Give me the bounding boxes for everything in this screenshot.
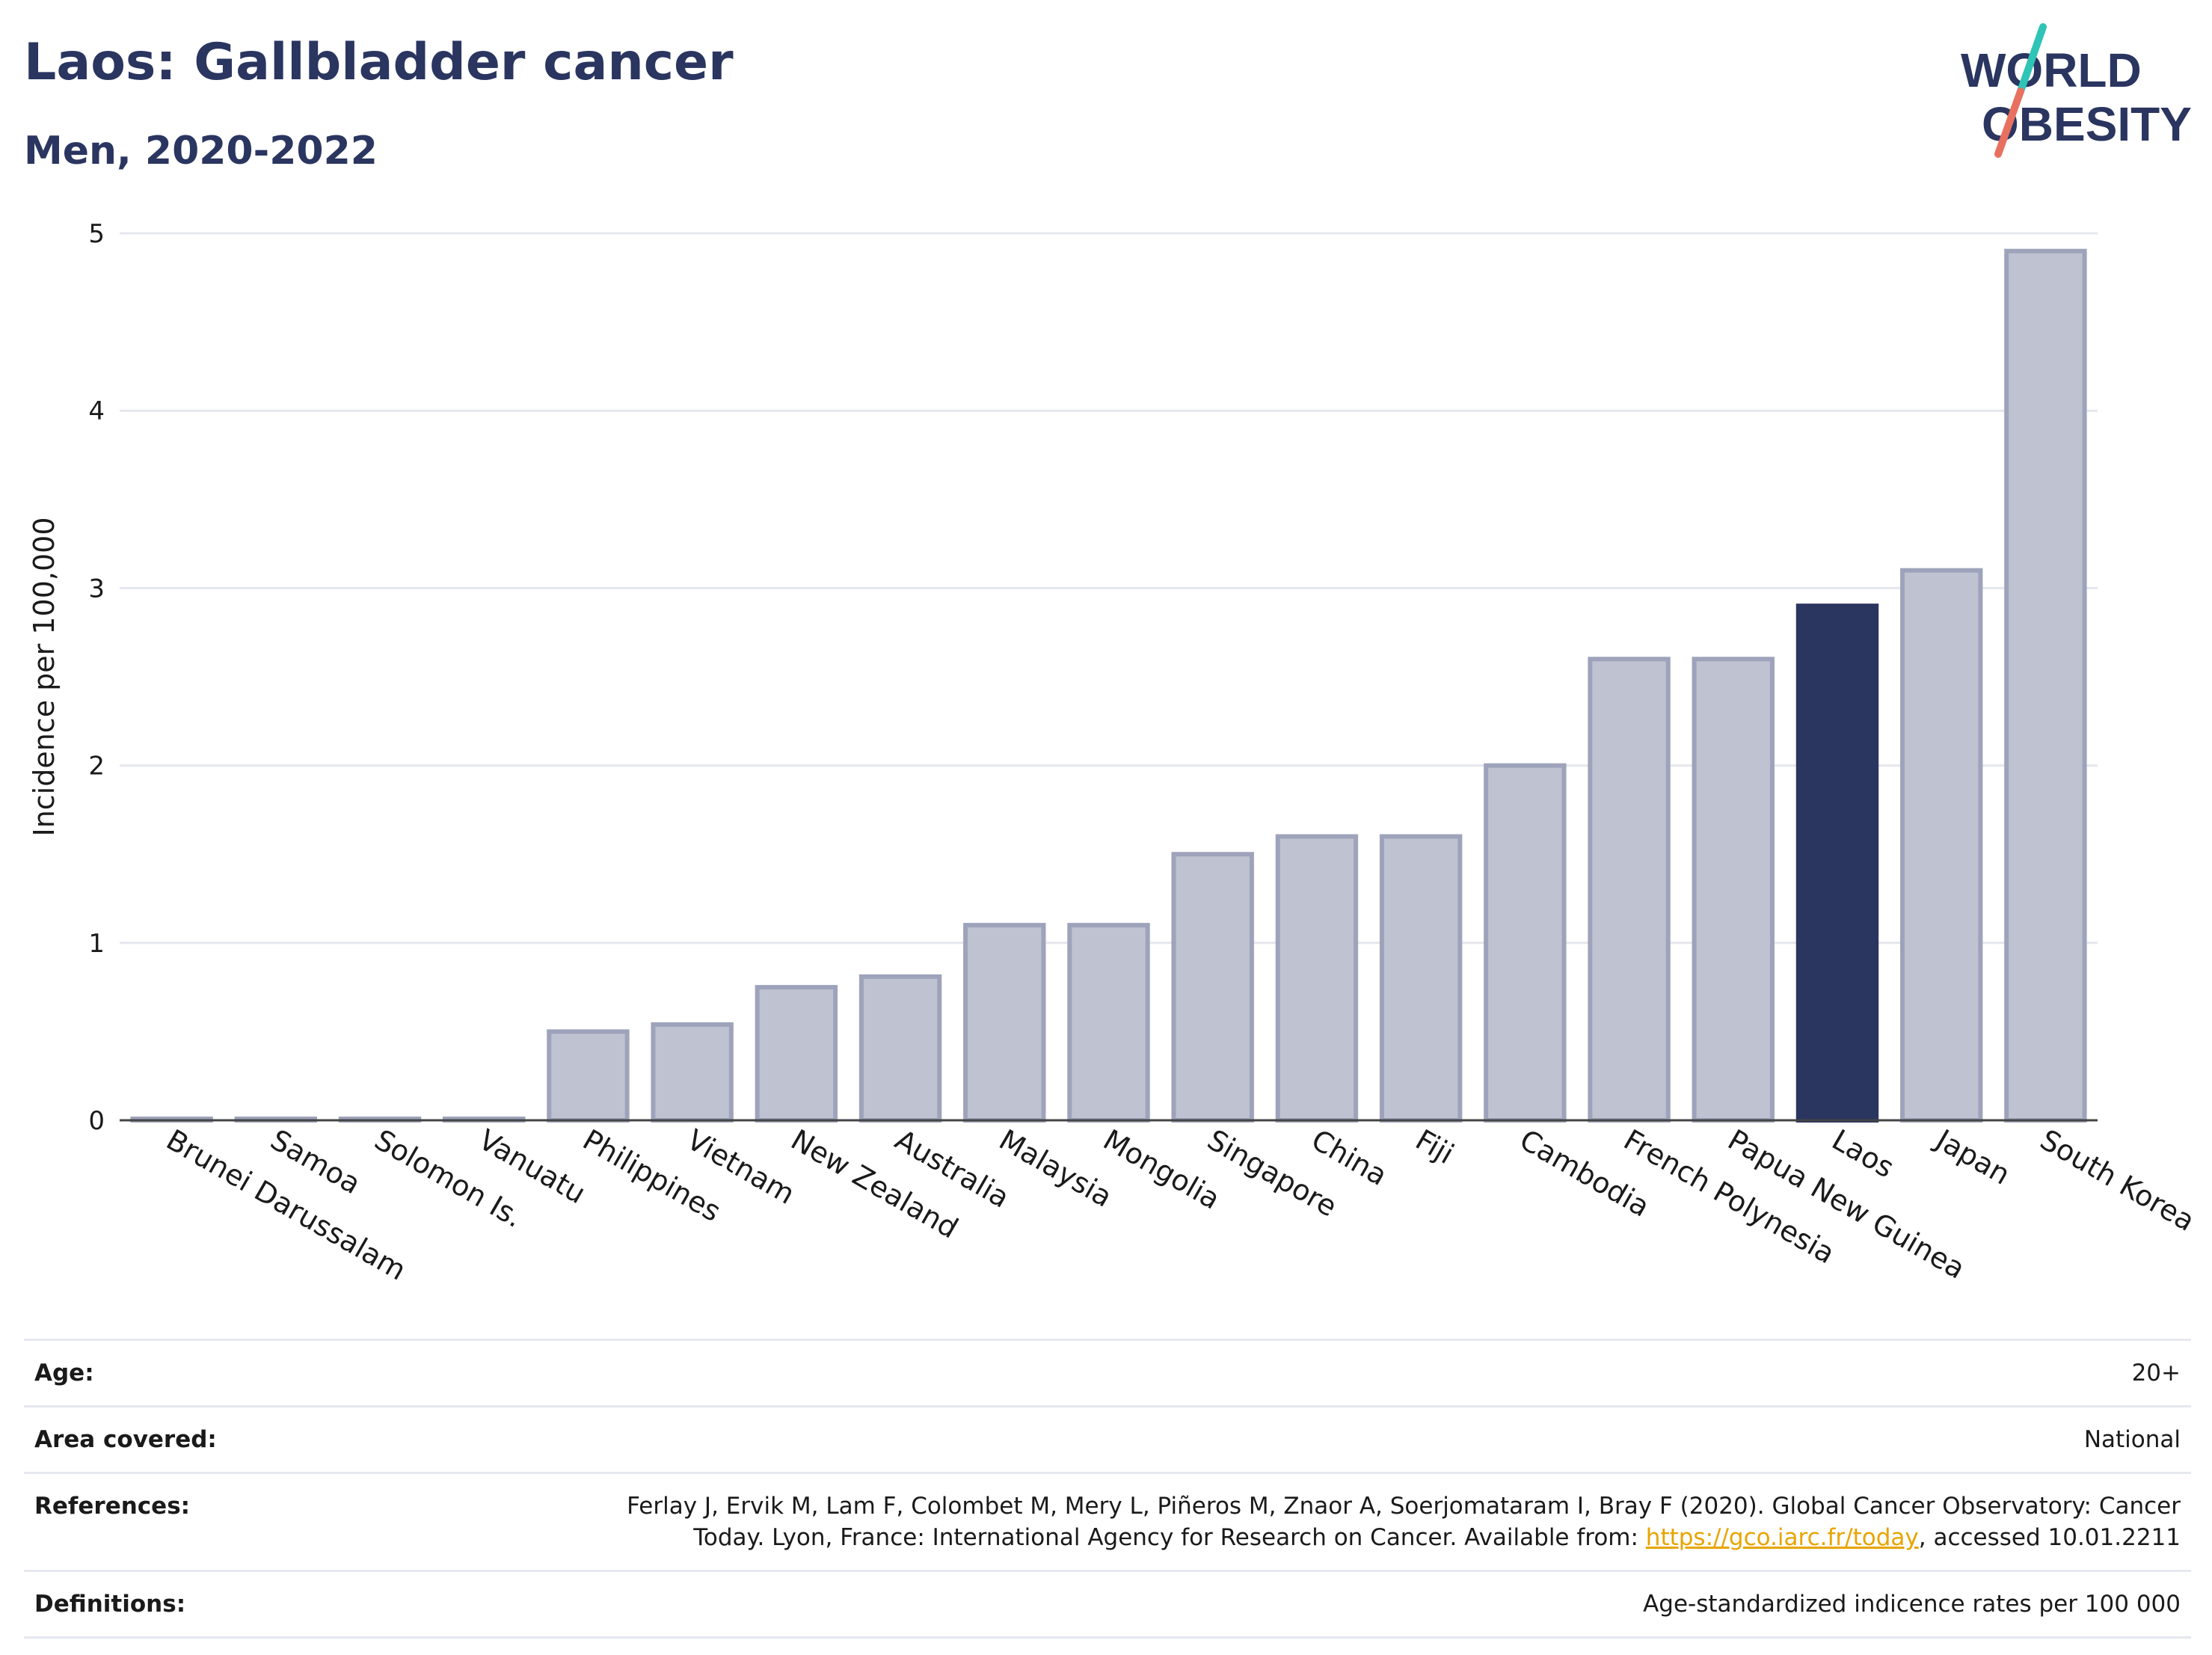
- world-obesity-logo: WORLD OBESITY: [1961, 23, 2192, 158]
- definitions-value: Age-standardized indicence rates per 100…: [1643, 1591, 2181, 1618]
- bars: [130, 248, 2087, 1123]
- bar-singapore: [1171, 852, 1254, 1123]
- y-axis-ticks: 0 1 2 3 4 5: [88, 219, 105, 1136]
- y-tick-label: 3: [88, 574, 105, 604]
- chart-title: Laos: Gallbladder cancer: [24, 33, 734, 92]
- bar-fiji: [1379, 834, 1463, 1123]
- references-accessed: , accessed 10.01.2211: [1918, 1524, 2181, 1551]
- x-tick-label: Malaysia: [994, 1123, 1118, 1214]
- x-tick-label: Laos: [1826, 1123, 1899, 1185]
- area-label: Area covered:: [34, 1426, 217, 1453]
- info-row-area: Area covered: National: [24, 1405, 2191, 1472]
- bar-cambodia: [1484, 763, 1567, 1123]
- x-tick-label: Mongolia: [1098, 1123, 1226, 1216]
- references-link[interactable]: https://gco.iarc.fr/today: [1645, 1524, 1919, 1551]
- bar-new-zealand: [755, 985, 838, 1123]
- age-label: Age:: [34, 1360, 94, 1387]
- bar-japan: [1899, 568, 1983, 1123]
- y-axis-title: Incidence per 100,000: [28, 517, 61, 836]
- y-tick-label: 2: [88, 752, 105, 782]
- bar-malaysia: [963, 923, 1046, 1123]
- info-table: Age: 20+ Area covered: National Referenc…: [24, 1339, 2191, 1639]
- age-value: 20+: [2131, 1360, 2181, 1387]
- y-tick-label: 0: [88, 1106, 105, 1136]
- x-tick-label: Japan: [1929, 1123, 2016, 1191]
- references-value: Ferlay J, Ervik M, Lam F, Colombet M, Me…: [627, 1490, 2181, 1553]
- references-text-line1: Ferlay J, Ervik M, Lam F, Colombet M, Me…: [627, 1493, 2181, 1520]
- logo-word-world: WORLD: [1961, 43, 2142, 97]
- bar-papua-new-guinea: [1692, 657, 1775, 1123]
- info-row-age: Age: 20+: [24, 1339, 2191, 1405]
- bar-china: [1275, 834, 1359, 1123]
- info-row-references: References: Ferlay J, Ervik M, Lam F, Co…: [24, 1472, 2191, 1570]
- x-tick-label: South Korea: [2035, 1123, 2200, 1238]
- y-tick-label: 4: [88, 396, 105, 426]
- x-tick-label: Fiji: [1410, 1123, 1460, 1170]
- references-text-line2: Today. Lyon, France: International Agenc…: [693, 1524, 1638, 1551]
- area-value: National: [2083, 1426, 2181, 1453]
- y-tick-label: 1: [88, 929, 105, 959]
- bar-south-korea: [2004, 248, 2087, 1123]
- definitions-label: Definitions:: [34, 1591, 186, 1618]
- bar-philippines: [547, 1029, 630, 1123]
- bar-vietnam: [651, 1022, 734, 1123]
- bar-french-polynesia: [1588, 657, 1671, 1123]
- info-row-definitions: Definitions: Age-standardized indicence …: [24, 1570, 2191, 1639]
- logo-slash-coral: [1994, 87, 2024, 158]
- bar-laos: [1795, 604, 1879, 1123]
- y-tick-label: 5: [88, 219, 105, 249]
- bar-australia: [858, 974, 942, 1123]
- bar-mongolia: [1067, 923, 1150, 1123]
- chart-subtitle: Men, 2020-2022: [24, 129, 378, 174]
- references-label: References:: [34, 1493, 191, 1520]
- logo-slash-teal: [2017, 23, 2047, 95]
